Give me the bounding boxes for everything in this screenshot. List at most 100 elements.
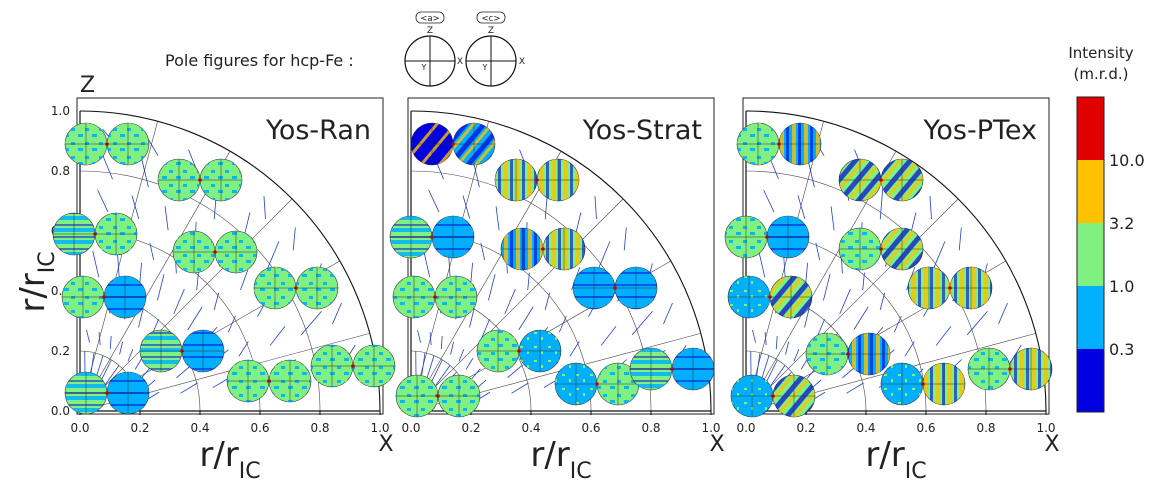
flow-trace (879, 292, 885, 310)
flow-trace (104, 365, 120, 386)
pole-figure-marker (541, 247, 545, 251)
pole-figure-pair (880, 362, 966, 406)
x-axis-letter: X (378, 432, 393, 457)
flow-trace (196, 272, 199, 291)
y-axis-label: r/rIC (13, 251, 60, 312)
panel-3: 0.0 0.2 0.4 0.6 0.8 1.0Xr/rIC Yos-PTex (724, 97, 1060, 484)
pole-figure-pair (907, 266, 993, 310)
flow-trace (813, 391, 826, 400)
flow-trace (173, 288, 185, 315)
flow-trace (862, 272, 865, 291)
colorbar-tick-label: 10.0 (1109, 151, 1145, 170)
x-axis-letter: X (709, 432, 724, 457)
colorbar-title-line1: Intensity (1068, 44, 1133, 62)
flow-trace (511, 382, 529, 394)
flow-trace (435, 365, 451, 386)
flow-trace (958, 227, 962, 251)
flow-trace (797, 195, 806, 219)
svg-text:r/rIC: r/rIC (13, 251, 60, 312)
pole-figure-marker (105, 391, 109, 395)
pole-figure-marker (105, 142, 109, 146)
pole-figure-pair (736, 122, 822, 166)
pole-figure-pair (629, 347, 715, 391)
flow-trace (804, 307, 810, 328)
x-tick-label: 0.0 (401, 421, 420, 435)
flow-trace (465, 358, 474, 370)
y-tick-label: 0.2 (51, 344, 70, 358)
pole-figure-pair (389, 215, 475, 259)
pole-figure-marker (93, 232, 97, 236)
flow-trace (761, 355, 770, 379)
pole-figure-pair (52, 212, 138, 256)
colorbar-tick-label: 0.3 (1109, 340, 1134, 359)
flow-trace (623, 227, 627, 251)
flow-trace (187, 306, 203, 330)
flow-trace (558, 315, 567, 333)
pole-figure-marker (436, 394, 440, 398)
flow-trace (569, 341, 580, 357)
pole-figure-marker (595, 382, 599, 386)
x-tick-label: 0.8 (976, 421, 995, 435)
y-tick-label: 1.0 (51, 104, 70, 118)
colorbar-band (1077, 97, 1104, 160)
colorbar-frame (1076, 96, 1105, 413)
x-tick-label: 0.6 (581, 421, 600, 435)
flow-trace (752, 329, 756, 343)
flow-trace (300, 311, 322, 336)
flow-trace (904, 341, 915, 357)
pole-figure-marker (771, 394, 775, 398)
y-tick-label: 0.0 (51, 404, 70, 418)
colorbar-tick-label: 1.0 (1109, 277, 1134, 296)
x-tick-label: 0.2 (461, 421, 480, 435)
flow-trace (793, 349, 800, 362)
pole-figure-pair (727, 275, 813, 319)
flow-trace (935, 326, 952, 346)
x-axis-label-sub: IC (905, 459, 927, 484)
x-tick-label: 1.0 (1036, 421, 1055, 435)
colorbar-band (1077, 349, 1104, 412)
flow-trace (481, 318, 490, 338)
flow-trace (816, 318, 825, 338)
pole-figure-marker (351, 364, 355, 368)
x-axis-label-sub: IC (570, 459, 592, 484)
x-tick-label: 0.0 (736, 421, 755, 435)
pole-figure-marker (879, 178, 883, 182)
flow-trace (134, 358, 143, 370)
flow-trace (332, 302, 342, 325)
pole-figure-pair (838, 158, 924, 202)
x-axis-label: r/rIC (865, 435, 926, 484)
flow-trace (631, 311, 653, 336)
pole-figure-marker (198, 178, 202, 182)
flow-trace (417, 329, 421, 343)
pole-figure-marker (267, 379, 271, 383)
x-tick-label: 1.0 (701, 421, 720, 435)
pole-figure-pair (61, 275, 147, 319)
pole-figure-pair (64, 371, 150, 415)
flow-trace (879, 188, 884, 220)
pole-figure-marker (879, 247, 883, 251)
colorbar: Intensity (m.r.d.) 10.0 3.2 1.0 0.3 (1068, 44, 1145, 413)
colorbar-band (1077, 223, 1104, 286)
pole-figure-marker (433, 295, 437, 299)
flow-trace (966, 311, 988, 336)
pole-figure-pair (226, 359, 312, 403)
flow-trace (480, 242, 486, 261)
legend-c-x: X (519, 57, 525, 67)
colorbar-tick-label: 3.2 (1109, 214, 1134, 233)
flow-trace (138, 307, 144, 328)
grid-radial (79, 151, 231, 412)
flow-trace (763, 189, 775, 213)
x-axis-label-main: r/r (199, 435, 238, 475)
x-tick-label: 0.6 (250, 421, 269, 435)
flow-trace (785, 341, 789, 355)
panel-2: 0.0 0.2 0.4 0.6 0.8 1.0Xr/rIC Yos-Strat (389, 97, 725, 484)
flow-trace (504, 288, 516, 315)
legend-pole-a: <a> Z Y X (404, 11, 463, 87)
pole-figure-marker (846, 352, 850, 356)
pole-figure-marker (451, 142, 455, 146)
flow-trace (426, 355, 435, 379)
flow-trace (157, 274, 165, 301)
flow-trace (766, 359, 778, 382)
x-tick-label: 0.8 (641, 421, 660, 435)
